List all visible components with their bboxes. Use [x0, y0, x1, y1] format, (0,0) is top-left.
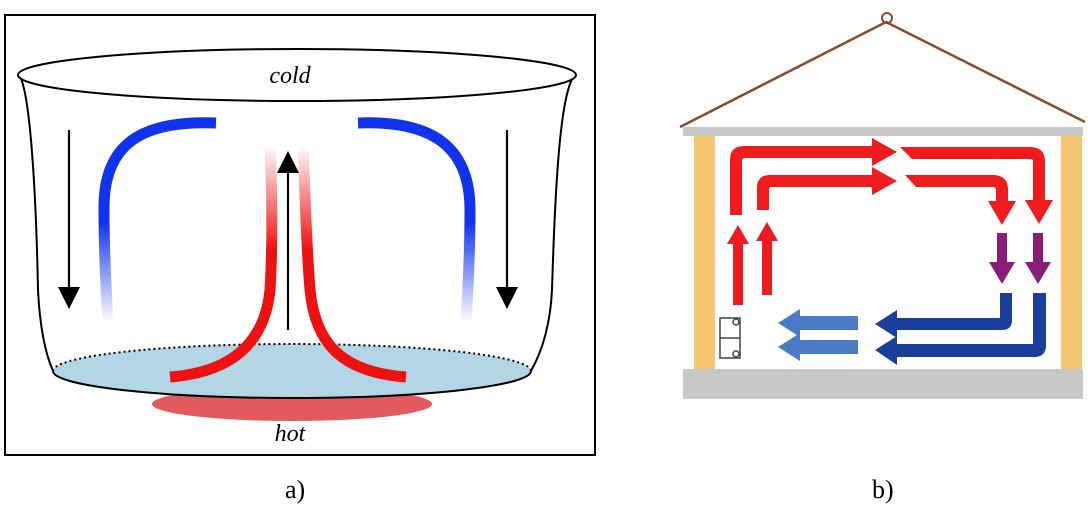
water-surface-dotted-edge [52, 343, 532, 372]
cool-down-arrow-1 [989, 233, 1015, 284]
hot-right-arrow-outer [900, 147, 1053, 224]
hot-rise-arrow-1 [727, 225, 749, 305]
roof-hook [881, 12, 893, 24]
cold-flow-light-arrows [778, 309, 858, 361]
cold-flow-left [98, 117, 217, 323]
pot-left-wall [18, 74, 54, 372]
hot-flow-arrows [727, 138, 1053, 305]
cool-down-arrow-2 [1025, 233, 1051, 284]
hot-right-arrow-inner [905, 175, 1016, 225]
floor-slab [683, 369, 1083, 399]
hot-rise-arrow-2 [756, 222, 778, 295]
cold-light-arrow-lower [778, 333, 858, 361]
roof-line [679, 20, 1086, 129]
cold-return-arrow-upper [875, 293, 1012, 338]
hot-label: hot [275, 421, 307, 447]
hot-top-arrow-outer [730, 138, 897, 215]
cold-label: cold [269, 63, 311, 89]
cooling-flow-arrows [989, 233, 1051, 284]
caption-a: a) [285, 475, 306, 504]
water-surface-ellipse [53, 344, 531, 398]
cold-flow-arrows [875, 293, 1046, 365]
pot-rim-ellipse [17, 48, 577, 102]
caption-b: b) [872, 475, 894, 504]
cold-return-arrow-lower [875, 293, 1046, 365]
ceiling-slab [683, 127, 1083, 136]
pot-bottom-edge [52, 370, 532, 399]
left-wall [694, 136, 715, 369]
right-wall [1061, 136, 1082, 369]
cold-flow-right [357, 117, 476, 323]
panel-a-frame [4, 14, 596, 456]
radiator-icon [719, 317, 741, 359]
hot-plume-left [169, 144, 278, 383]
hot-top-arrow-inner [757, 167, 897, 210]
hot-plume-right [297, 144, 407, 383]
pot-right-wall [530, 74, 576, 372]
cold-light-arrow-upper [778, 309, 858, 337]
